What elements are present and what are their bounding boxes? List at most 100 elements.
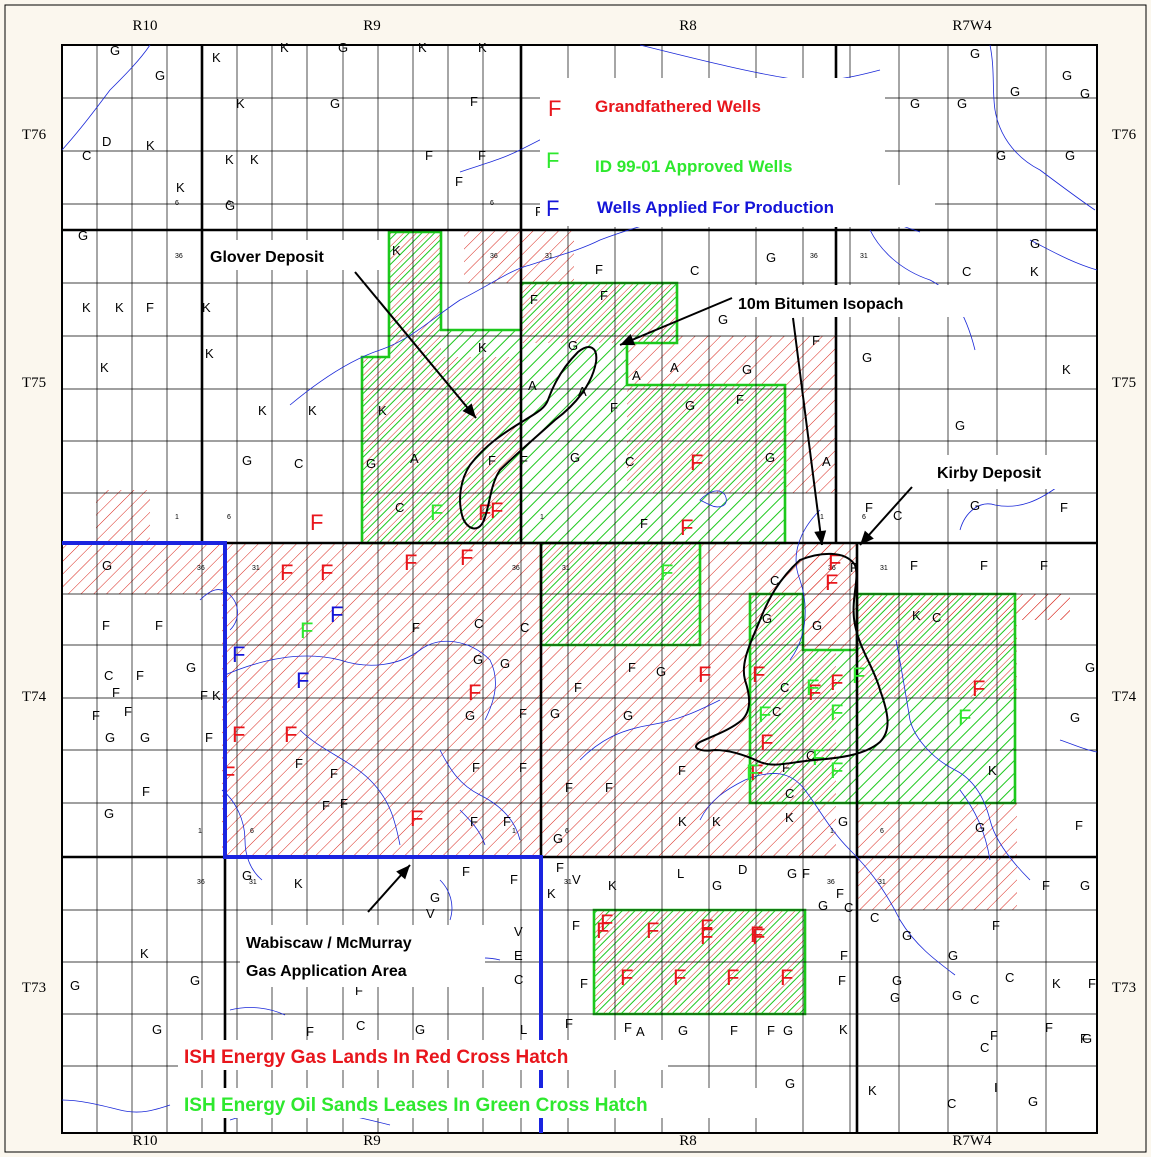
well-symbol: C <box>785 786 794 801</box>
section-number: 1 <box>830 828 834 835</box>
approved-well-marker: F <box>430 500 443 525</box>
grandfathered-well-marker: F <box>600 910 613 935</box>
township-label-right: T74 <box>1112 689 1137 705</box>
well-symbol: K <box>785 810 794 825</box>
well-symbol: L <box>677 866 684 881</box>
section-number: 6 <box>565 828 569 835</box>
well-symbol: F <box>840 948 848 963</box>
section-number: 6 <box>227 514 231 521</box>
grandfathered-well-marker: F <box>310 510 323 535</box>
river-line <box>224 640 496 721</box>
well-symbol: F <box>146 300 154 315</box>
well-symbol: C <box>844 900 853 915</box>
legend-grandfathered-symbol: F <box>548 96 561 121</box>
well-symbol: K <box>205 346 214 361</box>
well-symbol: G <box>110 43 120 58</box>
well-symbol: F <box>519 706 527 721</box>
kirby-deposit-outline <box>695 552 889 766</box>
river-line <box>699 773 956 976</box>
grandfathered-well-marker: F <box>825 570 838 595</box>
well-symbol: G <box>742 362 752 377</box>
river-line <box>299 729 401 846</box>
well-symbol: K <box>988 763 997 778</box>
river-line <box>959 484 1061 531</box>
well-symbol: G <box>78 228 88 243</box>
well-symbol: F <box>802 866 810 881</box>
well-symbol: C <box>690 263 699 278</box>
grandfathered-well-marker: F <box>620 965 633 990</box>
well-symbol: G <box>765 450 775 465</box>
well-symbol: D <box>738 862 747 877</box>
well-symbol: G <box>970 498 980 513</box>
well-symbol: F <box>295 756 303 771</box>
section-number: 6 <box>250 828 254 835</box>
well-symbol: K <box>176 180 185 195</box>
well-symbol: F <box>580 976 588 991</box>
well-symbol: G <box>785 1076 795 1091</box>
well-symbol: F <box>112 685 120 700</box>
well-symbol: K <box>547 886 556 901</box>
approved-well-marker: F <box>830 758 843 783</box>
river-line <box>61 44 151 151</box>
grandfathered-well-marker: F <box>752 662 765 687</box>
well-symbol: G <box>1010 84 1020 99</box>
township-label-left: T73 <box>22 980 46 996</box>
wabiscaw-label-line1: Wabiscaw / McMurray <box>246 935 412 952</box>
well-symbol: G <box>550 706 560 721</box>
well-symbol: G <box>105 730 115 745</box>
well-symbol: V <box>426 906 435 921</box>
well-symbol: G <box>1062 68 1072 83</box>
well-symbol: F <box>730 1023 738 1038</box>
section-number: 1 <box>540 514 544 521</box>
grandfathered-well-marker: F <box>726 965 739 990</box>
section-number: 6 <box>880 828 884 835</box>
well-symbol: F <box>200 688 208 703</box>
section-number: 1 <box>820 514 824 521</box>
section-number: 36 <box>810 253 818 260</box>
township-label-right: T73 <box>1112 980 1136 996</box>
well-symbol: G <box>1080 86 1090 101</box>
well-symbol: F <box>510 872 518 887</box>
well-symbol: F <box>595 262 603 277</box>
well-symbol: K <box>712 814 721 829</box>
section-number: 1 <box>198 828 202 835</box>
approved-well-marker: F <box>812 745 825 770</box>
well-symbol: V <box>572 872 581 887</box>
well-symbol: K <box>258 403 267 418</box>
well-symbol: K <box>212 50 221 65</box>
approved-well-marker: F <box>958 705 971 730</box>
well-symbol: F <box>600 288 608 303</box>
township-label-left: T75 <box>22 375 46 391</box>
well-symbol: K <box>839 1022 848 1037</box>
well-symbol: G <box>1080 878 1090 893</box>
isopach-arrow <box>619 297 733 346</box>
well-symbol: C <box>772 704 781 719</box>
range-label-top: R9 <box>363 18 381 34</box>
section-number: 36 <box>512 565 520 572</box>
well-symbol: F <box>640 516 648 531</box>
section-number: 6 <box>227 200 231 207</box>
well-symbol: C <box>980 1040 989 1055</box>
grandfathered-well-marker: F <box>752 924 765 949</box>
well-symbol: K <box>1062 362 1071 377</box>
grandfathered-well-marker: F <box>830 670 843 695</box>
well-symbol: F <box>519 760 527 775</box>
well-symbol: G <box>1028 1094 1038 1109</box>
well-symbol: F <box>1045 1020 1053 1035</box>
well-symbol: G <box>892 973 902 988</box>
approved-well-marker: F <box>806 675 819 700</box>
well-symbol: F <box>306 1024 314 1039</box>
well-symbol: F <box>782 760 790 775</box>
legend-applied-symbol: F <box>546 196 559 221</box>
approved-well-marker: F <box>660 560 673 585</box>
grandfathered-well-marker: F <box>490 498 503 523</box>
well-symbol: C <box>780 680 789 695</box>
well-symbol: G <box>155 68 165 83</box>
river-line <box>789 509 821 661</box>
well-symbol: C <box>947 1096 956 1111</box>
section-number: 36 <box>828 565 836 572</box>
well-symbol: F <box>574 680 582 695</box>
well-symbol: F <box>102 618 110 633</box>
grandfathered-well-marker: F <box>698 662 711 687</box>
well-symbol: L <box>520 1022 527 1037</box>
